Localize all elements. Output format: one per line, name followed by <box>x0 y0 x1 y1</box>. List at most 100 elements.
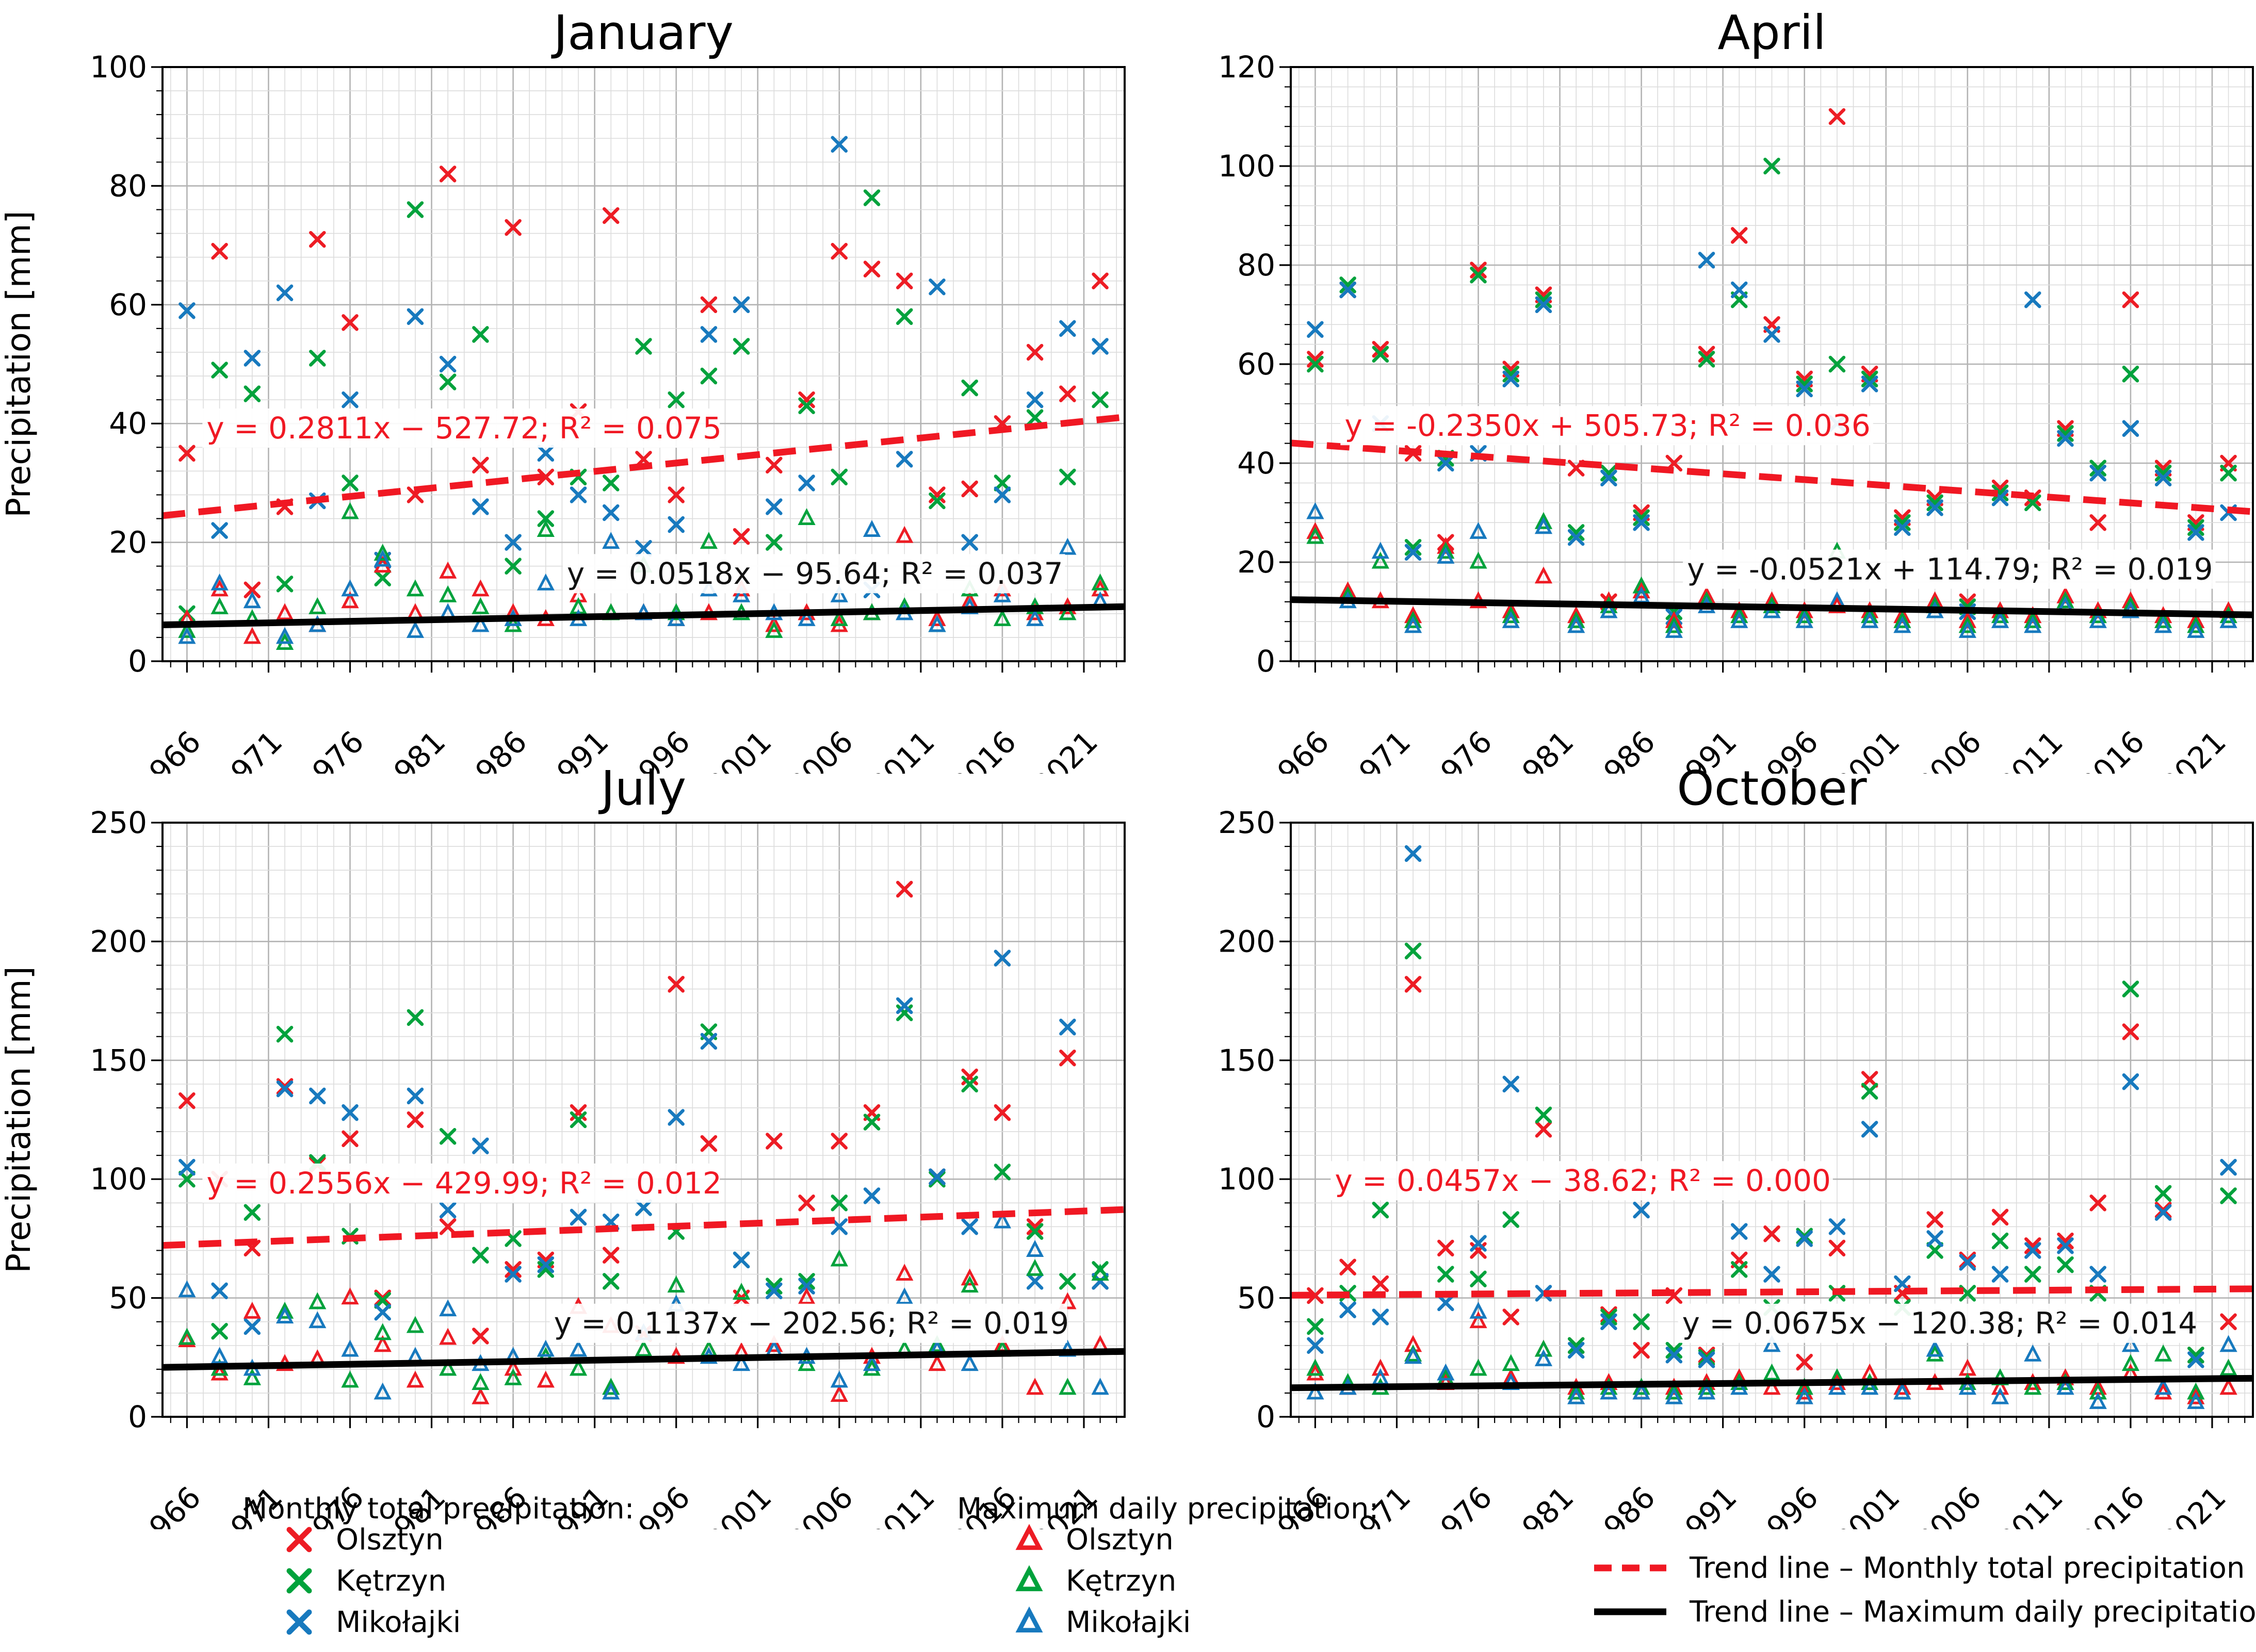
point-triangle-january <box>374 549 392 567</box>
point-x-april <box>1535 296 1552 314</box>
point-triangle-january <box>798 609 816 626</box>
point-triangle-april <box>1665 611 1683 628</box>
point-x-april <box>2024 291 2041 308</box>
point-x-july <box>766 1282 783 1300</box>
point-x-october <box>2187 1346 2204 1364</box>
point-triangle-october <box>2154 1378 2172 1395</box>
point-x-january <box>700 367 718 385</box>
point-x-october <box>1991 1208 2009 1226</box>
y-axis-label: Precipitation [mm] <box>0 211 38 518</box>
point-x-october <box>1535 1106 1552 1124</box>
point-x-october <box>1502 1075 1519 1093</box>
point-triangle-january <box>406 579 425 597</box>
legend-trend-label: Trend line – Monthly total precipitation <box>1690 1551 2245 1585</box>
point-x-october <box>1535 1285 1552 1302</box>
point-x-october <box>2024 1237 2041 1254</box>
point-triangle-july <box>1091 1264 1109 1281</box>
x-tick-label-october: 2006 <box>1909 1480 1988 1529</box>
point-triangle-january <box>1059 603 1077 620</box>
point-triangle-october <box>1371 1359 1389 1376</box>
point-x-january <box>244 581 261 599</box>
point-triangle-october <box>1991 1378 2009 1395</box>
point-x-july <box>211 1282 228 1300</box>
point-x-january <box>439 166 457 183</box>
point-x-april <box>2122 420 2139 437</box>
point-x-october <box>2154 1185 2172 1202</box>
trend_daily-equation-april: y = -0.0521x + 114.79; R² = 0.019 <box>1687 552 2213 587</box>
point-triangle-july <box>472 1373 490 1390</box>
point-x-july <box>994 950 1011 967</box>
point-triangle-july <box>210 1363 229 1381</box>
point-x-october <box>1861 1083 1878 1100</box>
point-triangle-july <box>961 1268 979 1286</box>
y-tick-label-january: 60 <box>109 287 147 322</box>
point-x-october <box>1926 1230 1943 1247</box>
y-tick-label-april: 40 <box>1237 446 1275 481</box>
point-x-october <box>1731 1261 1748 1278</box>
point-triangle-october <box>2056 1378 2074 1395</box>
point-x-january <box>831 136 848 153</box>
point-triangle-april <box>1861 606 1879 624</box>
point-x-january <box>407 201 424 218</box>
point-triangle-april <box>1567 611 1585 628</box>
point-triangle-october <box>1534 1339 1553 1357</box>
point-triangle-july <box>210 1347 229 1364</box>
point-triangle-october <box>2154 1382 2172 1400</box>
point-triangle-october <box>1926 1339 1944 1357</box>
point-x-april <box>1763 157 1780 175</box>
point-triangle-july <box>309 1292 327 1310</box>
x-tick-label-october: 2021 <box>2154 1480 2232 1529</box>
point-x-july <box>798 1273 815 1290</box>
y-tick-label-october: 50 <box>1237 1281 1275 1316</box>
point-triangle-october <box>1665 1382 1683 1400</box>
point-x-october <box>2154 1201 2172 1219</box>
point-triangle-april <box>1730 601 1748 618</box>
point-x-april <box>2154 469 2172 487</box>
point-x-october <box>1698 1351 1715 1368</box>
point-x-january <box>244 350 261 367</box>
point-x-july <box>1059 1049 1076 1067</box>
legend-item-monthly-ketrzyn: Kętrzyn <box>281 1563 446 1599</box>
point-x-april <box>2057 425 2074 442</box>
point-triangle-january <box>993 609 1012 626</box>
point-x-april <box>1991 484 2009 501</box>
point-x-october <box>1404 976 1422 993</box>
point-x-january <box>994 486 1011 503</box>
legend-item-monthly-olsztyn: Olsztyn <box>281 1522 444 1558</box>
point-triangle-april <box>1306 502 1324 519</box>
point-triangle-july <box>1059 1292 1077 1310</box>
legend-item-trend-daily: Trend line – Maximum daily precipitation <box>1592 1594 2256 1630</box>
point-x-july <box>570 1111 587 1128</box>
point-x-april <box>1796 375 1813 392</box>
point-triangle-july <box>341 1287 359 1305</box>
point-x-january <box>603 475 620 492</box>
point-triangle-october <box>1600 1382 1618 1400</box>
point-x-july <box>863 1114 881 1131</box>
point-x-july <box>570 1208 587 1226</box>
point-x-january <box>537 445 555 462</box>
point-triangle-october <box>2187 1392 2205 1409</box>
point-triangle-october <box>1697 1382 1716 1400</box>
point-triangle-july <box>341 1370 359 1388</box>
point-x-october <box>2220 1158 2237 1176</box>
point-x-april <box>1307 351 1324 368</box>
point-triangle-april <box>1371 542 1389 559</box>
point-triangle-april <box>1534 517 1553 534</box>
point-triangle-april <box>1404 611 1422 628</box>
point-x-january <box>798 391 815 408</box>
point-triangle-april <box>1306 527 1324 544</box>
point-x-april <box>1828 108 1846 125</box>
point-x-january <box>896 272 913 289</box>
point-x-october <box>2057 1232 2074 1250</box>
x-tick-label-october: 1991 <box>1665 1480 1743 1529</box>
point-triangle-january <box>210 597 229 614</box>
point-x-january <box>505 558 522 575</box>
trend_monthly-line-july <box>163 1206 1125 1249</box>
panel-title-october: October <box>1677 761 1867 816</box>
point-triangle-july <box>537 1339 555 1357</box>
point-triangle-april <box>1730 606 1748 624</box>
point-triangle-october <box>1763 1363 1781 1381</box>
point-triangle-january <box>733 585 751 602</box>
point-x-october <box>1372 1275 1389 1293</box>
trend_monthly-line-april <box>1291 439 2253 515</box>
